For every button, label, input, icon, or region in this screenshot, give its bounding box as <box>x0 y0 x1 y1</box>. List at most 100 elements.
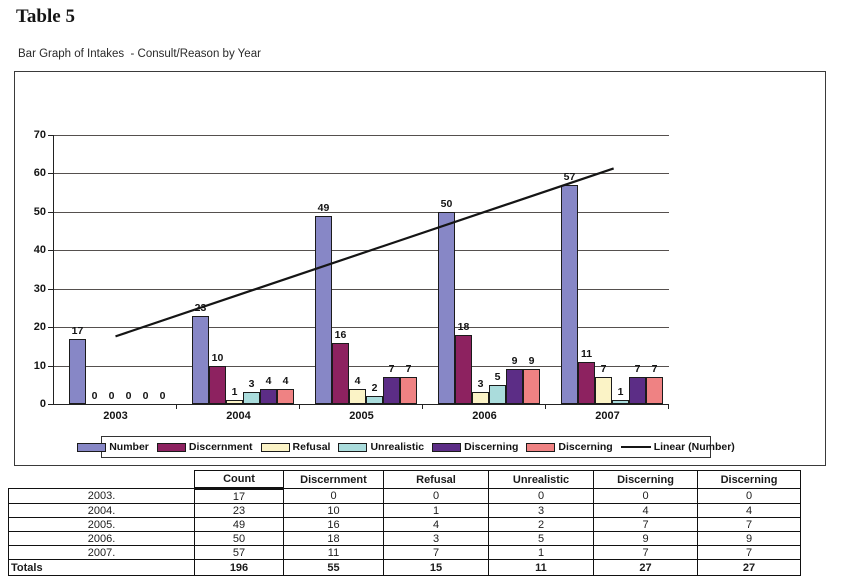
column-header-discerning: Discerning <box>697 470 801 489</box>
bar-value-label: 49 <box>317 201 330 214</box>
bar-value-label: 10 <box>211 351 224 364</box>
chart-frame: 0102030405060701723495057010161811014370… <box>14 71 826 466</box>
bar-refusal-2004 <box>226 400 243 404</box>
y-axis-tick <box>48 288 53 290</box>
table-cell: 9 <box>697 531 801 546</box>
legend-item-refusal: Refusal <box>260 441 330 453</box>
legend-swatch <box>526 442 556 452</box>
bar-value-label: 17 <box>71 324 84 337</box>
bar-discernment-2007 <box>578 361 595 404</box>
bar-number-2005 <box>315 215 332 404</box>
bar-refusal-2006 <box>472 392 489 404</box>
table-cell: 16 <box>283 517 384 532</box>
bar-unrealistic-2006 <box>489 384 506 404</box>
table-cell: 18 <box>283 531 384 546</box>
bar-number-2003 <box>69 338 86 404</box>
bar-discerning-2007 <box>646 377 663 404</box>
legend-item-number: Number <box>77 441 149 453</box>
trend-line <box>115 167 615 338</box>
table-corner-cell <box>9 471 195 489</box>
table-cell: 9 <box>593 531 698 546</box>
legend-swatch <box>77 442 107 452</box>
bar-value-label: 57 <box>563 170 576 183</box>
totals-label: Totals <box>8 559 195 576</box>
page-title: Table 5 <box>16 6 75 27</box>
bar-value-label: 7 <box>600 363 607 376</box>
bar-value-label: 11 <box>580 347 593 360</box>
bar-unrealistic-2004 <box>243 392 260 404</box>
bar-discernment-2006 <box>455 334 472 404</box>
legend-swatch <box>260 442 290 452</box>
table-row-2003: 2003. 17 0 0 0 0 0 <box>8 488 801 504</box>
bar-value-label: 2 <box>371 382 378 395</box>
legend-item-linear: Linear (Number) <box>620 441 735 453</box>
gridline <box>54 135 669 136</box>
bar-value-label: 4 <box>282 374 289 387</box>
column-header-unrealistic: Unrealistic <box>488 470 594 489</box>
data-table: Count Discernment Refusal Unrealistic Discer… <box>8 470 801 576</box>
totals-cell: 196 <box>194 559 284 576</box>
bar-refusal-2007 <box>595 377 612 404</box>
table-cell: 17 <box>194 488 284 504</box>
table-cell: 49 <box>194 517 284 532</box>
bar-value-label: 7 <box>634 363 641 376</box>
bar-discerning-2006 <box>523 369 540 404</box>
x-axis-label: 2006 <box>472 410 497 422</box>
x-axis-tick <box>545 404 546 409</box>
legend-line-swatch <box>620 446 651 448</box>
bar-number-2006 <box>438 211 455 404</box>
table-body: 2003. 17 0 0 0 0 0 2004. 23 10 1 3 4 4 2005. 49 16 4 2 7 7 20… <box>8 488 801 576</box>
legend-item-label: Discernment <box>188 441 253 453</box>
table-cell: 4 <box>383 517 489 532</box>
row-label: 2003. <box>8 488 195 504</box>
legend-item-label: Discerning <box>558 441 613 453</box>
row-label: 2005. <box>8 517 195 532</box>
x-axis-label: 2007 <box>595 410 620 422</box>
bar-unrealistic-2005 <box>366 396 383 404</box>
column-header-discerning: Discerning <box>593 470 698 489</box>
table-cell: 0 <box>383 488 489 504</box>
x-axis-tick <box>668 404 669 409</box>
y-axis-label: 0 <box>39 398 46 410</box>
gridline <box>54 288 669 290</box>
plot-area: 0102030405060701723495057010161811014370… <box>34 129 669 422</box>
totals-cell: 15 <box>383 559 489 576</box>
bar-unrealistic-2007 <box>612 400 629 404</box>
column-header-count: Count <box>194 470 284 490</box>
table-cell: 7 <box>697 545 801 560</box>
bar-value-label: 50 <box>440 197 453 210</box>
table-cell: 7 <box>593 517 698 532</box>
row-label: 2004. <box>8 503 195 518</box>
y-axis-tick <box>48 211 53 213</box>
table-row-2004: 2004. 23 10 1 3 4 4 <box>8 503 801 518</box>
bar-discerning-2005 <box>400 377 417 404</box>
table-cell: 57 <box>194 545 284 560</box>
gridline <box>54 211 669 213</box>
legend-item-label: Linear (Number) <box>653 441 735 453</box>
y-axis-tick <box>48 365 53 367</box>
bar-value-label: 4 <box>354 374 361 387</box>
bar-value-label: 18 <box>457 320 470 333</box>
totals-cell: 27 <box>593 559 698 576</box>
table-cell: 2 <box>488 517 594 532</box>
x-axis-tick <box>176 404 177 409</box>
bar-discernment-2004 <box>209 365 226 404</box>
x-axis-label: 2003 <box>103 410 128 422</box>
table-header: Count Discernment Refusal Unrealistic Discer… <box>9 470 801 490</box>
y-axis-label: 70 <box>33 129 46 141</box>
table-cell: 7 <box>593 545 698 560</box>
y-axis-tick <box>48 173 53 175</box>
x-axis-label: 2004 <box>226 410 251 422</box>
table-cell: 10 <box>283 503 384 518</box>
bar-value-label: 5 <box>494 370 501 383</box>
totals-cell: 11 <box>488 559 594 576</box>
y-axis-label: 20 <box>33 321 46 334</box>
bar-discerning-2004 <box>277 388 294 404</box>
y-axis-label: 60 <box>33 167 46 180</box>
x-axis-label: 2005 <box>349 410 374 422</box>
table-row-2007: 2007. 57 11 7 1 7 7 <box>8 545 801 560</box>
y-axis-tick <box>48 250 53 252</box>
table-cell: 3 <box>383 531 489 546</box>
legend-item-discerning: Discerning <box>526 441 613 453</box>
table-cell: 4 <box>593 503 698 518</box>
